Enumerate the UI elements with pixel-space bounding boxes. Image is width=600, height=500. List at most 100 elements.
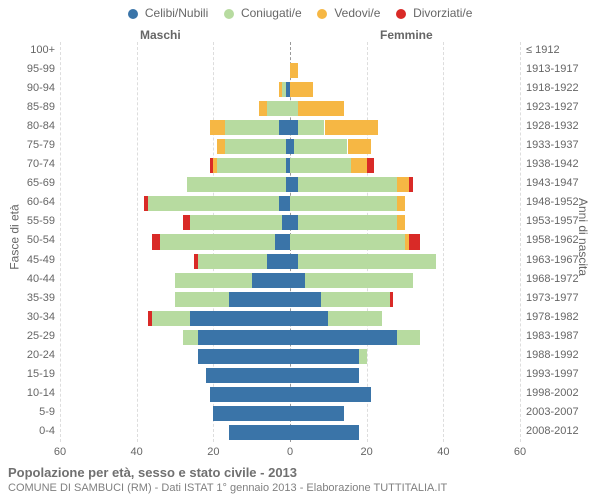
age-label: 45-49 — [5, 254, 55, 266]
seg-vedovi — [279, 82, 283, 97]
age-label: 10-14 — [5, 387, 55, 399]
seg-celibi — [282, 215, 290, 230]
seg-celibi — [210, 387, 291, 402]
chart-title: Popolazione per età, sesso e stato civil… — [8, 465, 447, 480]
birth-year-label: 1918-1922 — [526, 82, 596, 94]
age-label: 35-39 — [5, 292, 55, 304]
female-half — [290, 311, 520, 326]
swatch-celibi — [128, 9, 138, 19]
seg-coniugati — [290, 101, 298, 116]
age-row — [60, 385, 520, 404]
male-half — [60, 234, 290, 249]
seg-coniugati — [359, 349, 367, 364]
seg-coniugati — [190, 215, 282, 230]
seg-coniugati — [160, 234, 275, 249]
female-half — [290, 63, 520, 78]
x-tick-label: 60 — [54, 446, 66, 458]
female-half — [290, 44, 520, 59]
age-label: 50-54 — [5, 234, 55, 246]
female-half — [290, 120, 520, 135]
seg-coniugati — [175, 273, 252, 288]
female-half — [290, 387, 520, 402]
age-row — [60, 42, 520, 61]
seg-divorziati — [152, 234, 160, 249]
age-row — [60, 213, 520, 232]
birth-year-label: 1938-1942 — [526, 158, 596, 170]
age-row — [60, 404, 520, 423]
male-half — [60, 177, 290, 192]
female-half — [290, 368, 520, 383]
male-half — [60, 406, 290, 421]
seg-celibi — [290, 368, 359, 383]
x-tick-label: 0 — [287, 446, 293, 458]
gridline — [520, 42, 521, 442]
age-label: 25-29 — [5, 330, 55, 342]
seg-celibi — [290, 406, 344, 421]
female-half — [290, 158, 520, 173]
seg-vedovi — [325, 120, 379, 135]
female-half — [290, 292, 520, 307]
male-half — [60, 82, 290, 97]
seg-celibi — [267, 254, 290, 269]
birth-year-label: 1993-1997 — [526, 368, 596, 380]
seg-divorziati — [183, 215, 191, 230]
age-label: 15-19 — [5, 368, 55, 380]
male-half — [60, 215, 290, 230]
seg-celibi — [290, 425, 359, 440]
x-tick-label: 60 — [514, 446, 526, 458]
age-label: 90-94 — [5, 82, 55, 94]
seg-coniugati — [175, 292, 229, 307]
seg-vedovi — [213, 158, 217, 173]
age-label: 0-4 — [5, 425, 55, 437]
male-half — [60, 311, 290, 326]
age-row — [60, 194, 520, 213]
swatch-divorziati — [396, 9, 406, 19]
female-half — [290, 177, 520, 192]
seg-celibi — [229, 292, 290, 307]
male-half — [60, 44, 290, 59]
seg-coniugati — [282, 82, 286, 97]
age-row — [60, 61, 520, 80]
birth-year-label: 1933-1937 — [526, 139, 596, 151]
legend-item-coniugati: Coniugati/e — [224, 6, 302, 20]
male-half — [60, 101, 290, 116]
female-half — [290, 82, 520, 97]
male-half — [60, 139, 290, 154]
seg-celibi — [229, 425, 290, 440]
age-row — [60, 252, 520, 271]
birth-year-label: 1963-1967 — [526, 254, 596, 266]
birth-year-label: ≤ 1912 — [526, 44, 596, 56]
seg-coniugati — [217, 158, 286, 173]
age-label: 40-44 — [5, 273, 55, 285]
seg-vedovi — [397, 196, 405, 211]
seg-vedovi — [210, 120, 225, 135]
age-label: 70-74 — [5, 158, 55, 170]
seg-coniugati — [187, 177, 287, 192]
column-title-females: Femmine — [380, 28, 433, 42]
seg-divorziati — [194, 254, 198, 269]
seg-celibi — [275, 234, 290, 249]
seg-vedovi — [290, 82, 313, 97]
x-tick-label: 40 — [437, 446, 449, 458]
seg-vedovi — [259, 101, 267, 116]
swatch-coniugati — [224, 9, 234, 19]
legend-item-celibi: Celibi/Nubili — [128, 6, 209, 20]
seg-coniugati — [298, 215, 398, 230]
age-label: 30-34 — [5, 311, 55, 323]
age-row — [60, 290, 520, 309]
male-half — [60, 425, 290, 440]
seg-celibi — [279, 120, 291, 135]
seg-celibi — [290, 273, 305, 288]
legend-label: Coniugati/e — [241, 6, 302, 20]
seg-vedovi — [397, 177, 409, 192]
legend-item-divorziati: Divorziati/e — [396, 6, 473, 20]
male-half — [60, 292, 290, 307]
plot-area — [60, 42, 520, 442]
female-half — [290, 330, 520, 345]
female-half — [290, 254, 520, 269]
seg-celibi — [206, 368, 290, 383]
birth-year-label: 1998-2002 — [526, 387, 596, 399]
birth-year-label: 1913-1917 — [526, 63, 596, 75]
seg-vedovi — [290, 63, 298, 78]
birth-year-label: 1928-1932 — [526, 120, 596, 132]
